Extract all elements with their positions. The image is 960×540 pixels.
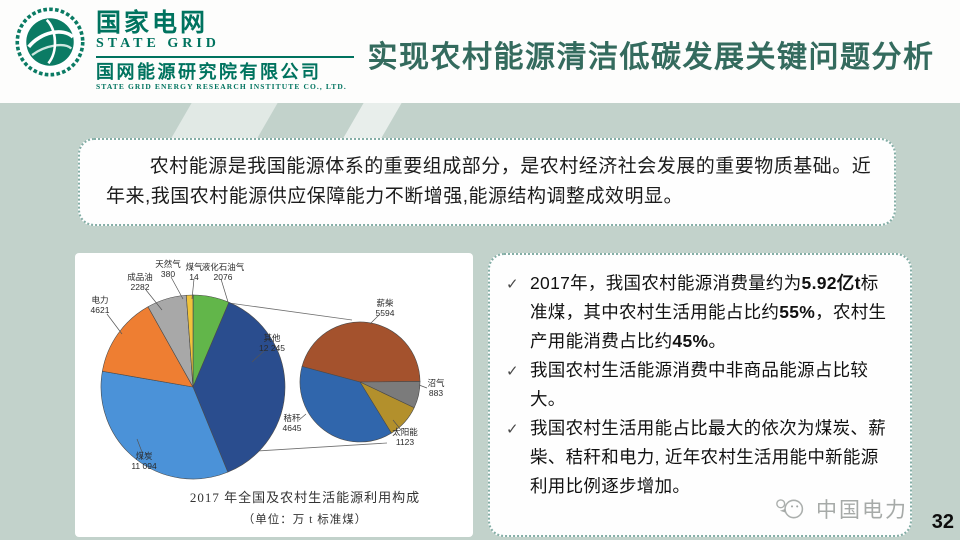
pie-chart-canvas [100,276,428,480]
insight-item: ✓ 我国农村生活能源消费中非商品能源占比较大。 [506,356,892,414]
pie-leader-line [170,276,184,300]
pie-label-煤炭: 煤炭 11 094 [131,451,157,471]
pie-slice-秸秆 [299,366,392,443]
pie-leader-line [220,278,229,303]
pie-label-太阳能: 太阳能 1123 [392,427,418,447]
pie-leader-line [392,419,402,431]
insight-text: 2017年，我国农村能源消费量约为5.92亿t标准煤，其中农村生活用能占比约55… [530,273,887,351]
pie-label-沼气: 沼气 883 [427,378,445,398]
china-power-bird-icon [776,499,804,519]
insight-text: 我国农村生活能源消费中非商品能源占比较大。 [530,360,869,409]
pie-slice-煤炭 [100,370,229,480]
brand-texts: 国家电网 STATE GRID 国网能源研究院有限公司 STATE GRID E… [96,10,354,92]
chart-caption: 2017 年全国及农村生活能源利用构成 （单位：万 t 标准煤） [135,487,475,527]
pie-slice-其他 [192,301,286,473]
pie-slice-电力 [102,306,194,388]
pie-label-液化石油气: 液化石油气 2076 [201,262,245,282]
pie-label-其他: 其他 12 245 [259,333,285,353]
check-icon: ✓ [506,276,519,293]
org-name-en: STATE GRID ENERGY RESEARCH INSTITUTE CO.… [96,82,347,91]
chart-caption-unit: （单位：万 t 标准煤） [242,514,368,526]
insight-item: ✓ 2017年，我国农村能源消费量约为5.92亿t标准煤，其中农村生活用能占比约5… [506,269,892,356]
check-icon: ✓ [506,363,519,380]
page-title: 实现农村能源清洁低碳发展关键问题分析 [367,41,935,74]
pie-label-秸秆: 秸秆 4645 [282,413,302,433]
pie-leader-line [106,313,123,335]
pie-label-薪柴: 薪柴 5594 [375,298,395,318]
insight-item: ✓ 我国农村生活用能占比最大的依次为煤炭、薪柴、秸秆和电力, 近年农村生活用能中新… [506,414,892,501]
brand-name-en: STATE GRID [96,36,220,51]
pie-leader-line [136,438,143,453]
intro-paragraph: 农村能源是我国能源体系的重要组成部分，是农村经济社会发展的重要物质基础。近年来,… [106,156,872,207]
pie-slice-天然气 [185,294,194,388]
org-name-cn: 国网能源研究院有限公司 [96,62,322,82]
pie-leader-line [418,384,428,389]
check-icon: ✓ [506,421,519,438]
pie-label-成品油: 成品油 2282 [127,272,153,292]
pie-connector-line [228,302,353,321]
pie-leader-line [369,314,380,325]
page-number: 32 [931,511,954,533]
pie-slice-薪柴 [301,321,421,383]
pie-label-天然气: 天然气 380 [155,259,181,279]
state-grid-logo: 国家电网 STATE GRID 国网能源研究院有限公司 STATE GRID E… [14,6,354,92]
brand-name-cn: 国家电网 [96,9,209,37]
insight-text: 我国农村生活用能占比最大的依次为煤炭、薪柴、秸秆和电力, 近年农村生活用能中新能… [530,418,886,496]
globe-logo-icon [15,7,85,77]
pie-leader-line [251,349,266,363]
watermark: 中国电力 [774,494,908,524]
pie-label-煤气: 煤气 14 [185,262,203,282]
energy-pie-chart: 煤气 14 液化石油气 2076 其他 12 245 煤炭 11 094 电力 4621 成品油 22… [75,253,473,537]
pie-leader-line [191,278,195,300]
header: 国家电网 STATE GRID 国网能源研究院有限公司 STATE GRID E… [0,0,960,103]
brand-divider [96,56,354,58]
chart-caption-title: 2017 年全国及农村生活能源利用构成 [189,490,421,505]
pie-leader-line [298,413,307,421]
intro-box: 农村能源是我国能源体系的重要组成部分，是农村经济社会发展的重要物质基础。近年来,… [78,138,896,226]
pie-label-电力: 电力 4621 [90,295,110,315]
watermark-text: 中国电力 [816,499,908,522]
insight-list: ✓ 2017年，我国农村能源消费量约为5.92亿t标准煤，其中农村生活用能占比约5… [490,255,910,501]
pie-leader-line [145,289,163,311]
insight-box: ✓ 2017年，我国农村能源消费量约为5.92亿t标准煤，其中农村生活用能占比约5… [488,253,912,537]
